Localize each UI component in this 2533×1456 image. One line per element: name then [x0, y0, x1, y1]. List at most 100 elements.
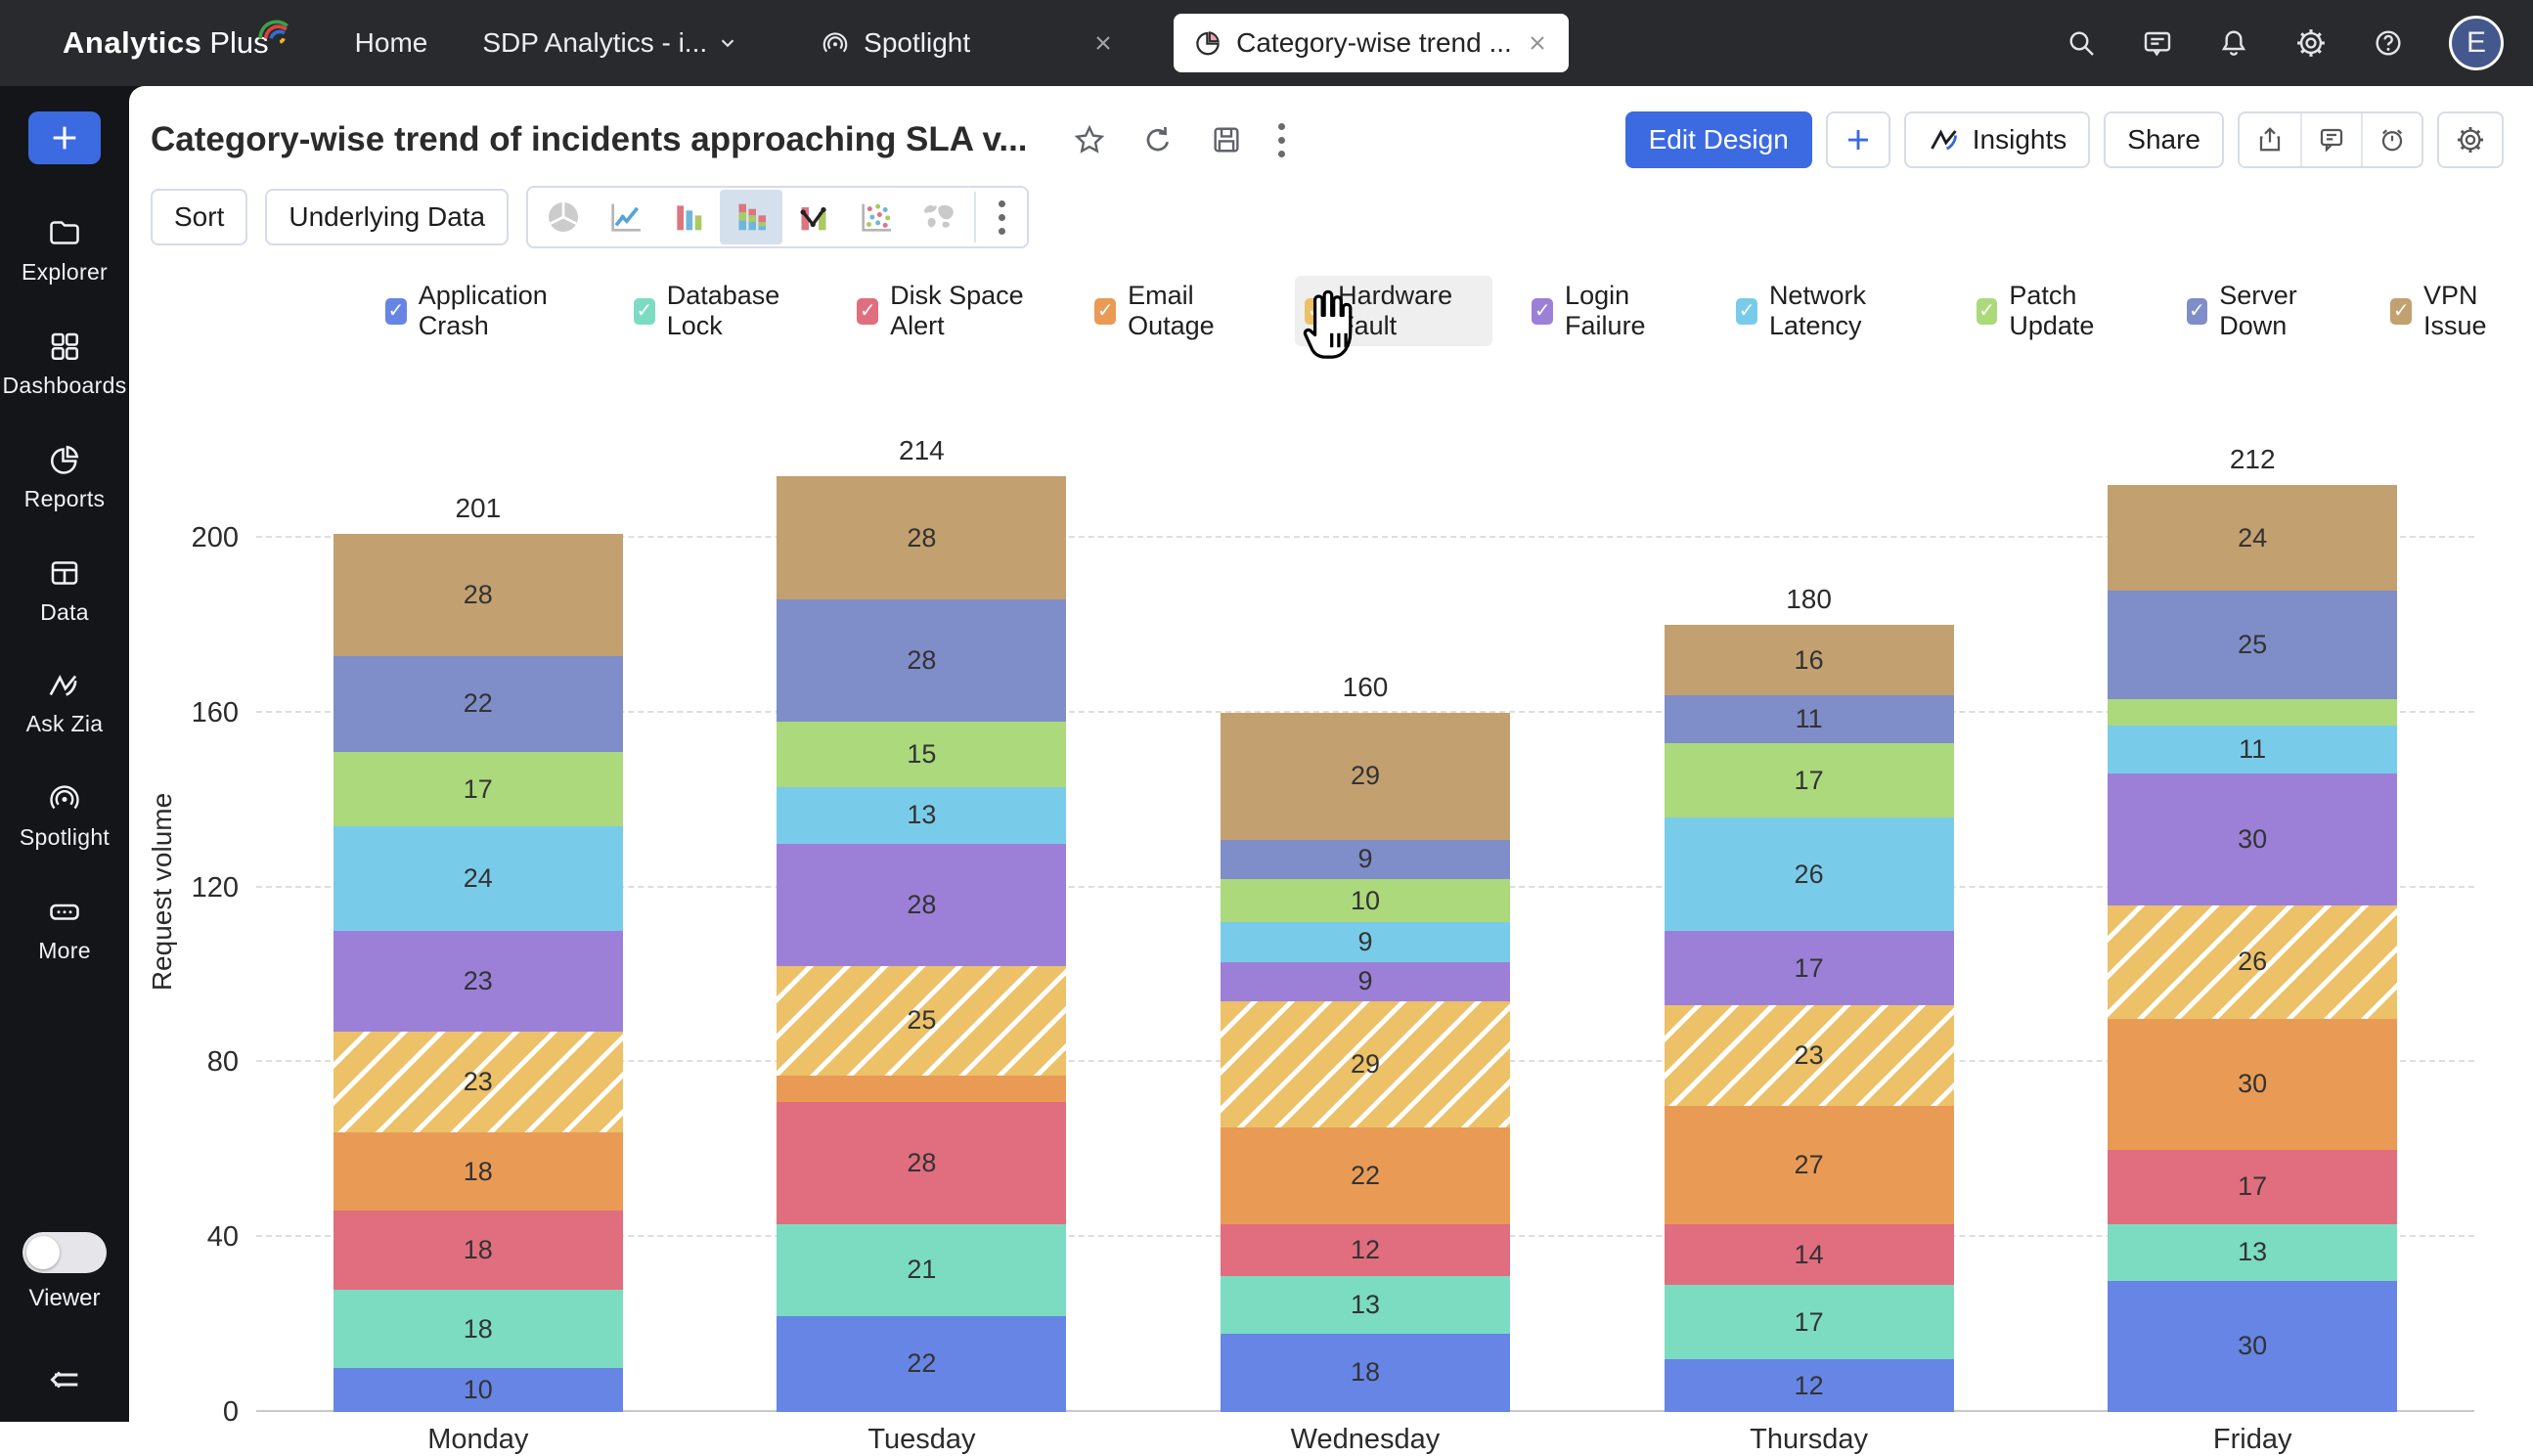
checkbox-checked-icon[interactable]: ✓ — [1305, 297, 1327, 325]
segment-vpn-issue[interactable]: 29 — [1220, 712, 1510, 840]
segment-login-failure[interactable]: 30 — [2108, 773, 2398, 905]
nav-workspace-dropdown[interactable]: SDP Analytics - i... — [482, 27, 738, 59]
notifications-icon[interactable] — [2218, 27, 2249, 59]
segment-patch-update[interactable]: 10 — [1220, 878, 1510, 923]
sidebar-item-ask-zia[interactable]: Ask Zia — [26, 669, 104, 737]
segment-network-latency[interactable]: 11 — [2108, 726, 2398, 774]
stacked-bar-friday[interactable]: 30 13 17 30 26 30 11 25 24 212 — [2108, 444, 2398, 1412]
viewer-toggle[interactable] — [22, 1232, 107, 1273]
pie-chart-type-icon[interactable] — [532, 190, 595, 244]
segment-network-latency[interactable]: 26 — [1664, 817, 1954, 932]
settings-icon[interactable] — [2294, 26, 2328, 60]
combo-chart-type-icon[interactable] — [782, 190, 845, 244]
stacked-bar-monday[interactable]: 10 18 18 18 23 23 24 17 22 28 201 — [333, 493, 623, 1412]
legend-item-email-outage[interactable]: ✓ Email Outage — [1085, 276, 1266, 346]
segment-hardware-fault[interactable]: 23 — [333, 1032, 623, 1132]
sidebar-item-reports[interactable]: Reports — [24, 442, 106, 512]
chart-type-more-icon[interactable] — [980, 199, 1023, 235]
segment-email-outage[interactable]: 30 — [2108, 1018, 2398, 1150]
edit-design-button[interactable]: Edit Design — [1624, 111, 1812, 168]
create-new-button[interactable] — [28, 111, 101, 164]
segment-application-crash[interactable]: 10 — [333, 1368, 623, 1412]
segment-disk-space-alert[interactable]: 28 — [777, 1101, 1067, 1224]
help-icon[interactable] — [2373, 27, 2404, 59]
insights-button[interactable]: Insights — [1903, 111, 2091, 168]
segment-patch-update[interactable]: 17 — [1664, 743, 1954, 818]
segment-database-lock[interactable]: 13 — [1220, 1276, 1510, 1334]
segment-login-failure[interactable]: 28 — [777, 843, 1067, 967]
stacked-bar-chart-type-icon[interactable] — [720, 190, 783, 244]
segment-disk-space-alert[interactable]: 18 — [333, 1211, 623, 1290]
bar-chart-type-icon[interactable] — [657, 190, 720, 244]
segment-patch-update[interactable] — [2108, 699, 2398, 727]
comment-button[interactable] — [2300, 113, 2361, 166]
segment-server-down[interactable]: 25 — [2108, 590, 2398, 700]
sidebar-item-dashboards[interactable]: Dashboards — [2, 329, 126, 399]
add-button[interactable] — [1825, 111, 1890, 168]
search-icon[interactable] — [2066, 27, 2097, 59]
legend-item-vpn-issue[interactable]: ✓ VPN Issue — [2380, 276, 2533, 346]
segment-patch-update[interactable]: 15 — [777, 721, 1067, 787]
segment-disk-space-alert[interactable]: 12 — [1220, 1223, 1510, 1277]
tab-spotlight[interactable]: Spotlight — [801, 14, 1134, 72]
segment-database-lock[interactable]: 17 — [1664, 1285, 1954, 1360]
segment-email-outage[interactable] — [777, 1075, 1067, 1102]
segment-server-down[interactable]: 9 — [1220, 839, 1510, 879]
segment-network-latency[interactable]: 24 — [333, 826, 623, 932]
checkbox-checked-icon[interactable]: ✓ — [2390, 297, 2412, 325]
sidebar-item-more[interactable]: More — [38, 894, 91, 964]
refresh-icon[interactable] — [1141, 123, 1175, 156]
checkbox-checked-icon[interactable]: ✓ — [385, 297, 407, 325]
export-button[interactable] — [2240, 113, 2300, 166]
line-chart-type-icon[interactable] — [595, 190, 657, 244]
feedback-icon[interactable] — [2142, 27, 2173, 59]
sort-button[interactable]: Sort — [151, 189, 248, 245]
segment-application-crash[interactable]: 30 — [2108, 1280, 2398, 1412]
tab-category-wise-trend[interactable]: Category-wise trend ... — [1174, 14, 1569, 72]
segment-vpn-issue[interactable]: 24 — [2108, 485, 2398, 591]
checkbox-checked-icon[interactable]: ✓ — [1976, 297, 1998, 325]
sidebar-item-spotlight[interactable]: Spotlight — [20, 780, 110, 851]
segment-email-outage[interactable]: 22 — [1220, 1127, 1510, 1224]
legend-item-disk-space-alert[interactable]: ✓ Disk Space Alert — [847, 276, 1055, 346]
segment-application-crash[interactable]: 12 — [1664, 1359, 1954, 1412]
star-icon[interactable] — [1073, 123, 1106, 156]
segment-login-failure[interactable]: 9 — [1220, 961, 1510, 1001]
segment-database-lock[interactable]: 13 — [2108, 1223, 2398, 1281]
segment-vpn-issue[interactable]: 28 — [777, 476, 1067, 599]
segment-disk-space-alert[interactable]: 17 — [2108, 1149, 2398, 1224]
checkbox-checked-icon[interactable]: ✓ — [1532, 297, 1554, 325]
legend-item-server-down[interactable]: ✓ Server Down — [2177, 276, 2352, 346]
collapse-sidebar-icon[interactable] — [45, 1363, 84, 1396]
legend-item-hardware-fault[interactable]: ✓ Hardware Fault — [1295, 276, 1493, 346]
segment-vpn-issue[interactable]: 28 — [333, 533, 623, 656]
segment-email-outage[interactable]: 27 — [1664, 1106, 1954, 1224]
segment-server-down[interactable]: 22 — [333, 655, 623, 753]
legend-item-login-failure[interactable]: ✓ Login Failure — [1522, 276, 1697, 346]
save-icon[interactable] — [1210, 123, 1243, 156]
segment-patch-update[interactable]: 17 — [333, 752, 623, 827]
segment-disk-space-alert[interactable]: 14 — [1664, 1223, 1954, 1286]
segment-vpn-issue[interactable]: 16 — [1664, 625, 1954, 695]
segment-server-down[interactable]: 28 — [777, 598, 1067, 722]
nav-home[interactable]: Home — [355, 27, 428, 59]
segment-server-down[interactable]: 11 — [1664, 694, 1954, 744]
settings-button[interactable] — [2437, 111, 2504, 168]
legend-item-patch-update[interactable]: ✓ Patch Update — [1967, 276, 2148, 346]
segment-email-outage[interactable]: 18 — [333, 1131, 623, 1212]
segment-hardware-fault[interactable]: 25 — [777, 966, 1067, 1076]
close-icon[interactable] — [1091, 31, 1115, 55]
segment-application-crash[interactable]: 18 — [1220, 1333, 1510, 1412]
stacked-bar-thursday[interactable]: 12 17 14 27 23 17 26 17 11 16 180 — [1664, 584, 1954, 1412]
legend-item-application-crash[interactable]: ✓ Application Crash — [376, 276, 595, 346]
segment-database-lock[interactable]: 21 — [777, 1223, 1067, 1316]
checkbox-checked-icon[interactable]: ✓ — [2186, 297, 2208, 325]
segment-network-latency[interactable]: 13 — [777, 786, 1067, 844]
map-chart-type-icon[interactable] — [908, 190, 970, 244]
checkbox-checked-icon[interactable]: ✓ — [1736, 297, 1757, 325]
underlying-data-button[interactable]: Underlying Data — [265, 189, 510, 245]
segment-database-lock[interactable]: 18 — [333, 1289, 623, 1369]
close-icon[interactable] — [1526, 31, 1549, 55]
checkbox-checked-icon[interactable]: ✓ — [1094, 297, 1117, 325]
segment-login-failure[interactable]: 23 — [333, 931, 623, 1033]
